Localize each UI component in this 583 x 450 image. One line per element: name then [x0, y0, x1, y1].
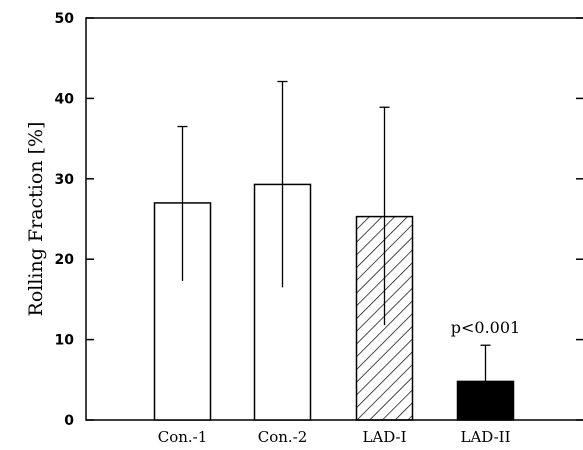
x-axis-labels: Con.-1 Con.-2 LAD-I LAD-II	[158, 428, 511, 446]
bar-LAD-II	[456, 380, 515, 421]
x-tick-label: Con.-2	[258, 428, 308, 446]
x-tick-label: LAD-II	[460, 428, 510, 446]
x-tick-label: LAD-I	[362, 428, 406, 446]
bars: p<0.001	[153, 80, 520, 421]
bar-Con.-2	[253, 183, 312, 421]
y-axis-title: Rolling Fraction [%]	[25, 122, 47, 317]
y-tick-label: 50	[55, 11, 75, 27]
y-axis: 0 10 20 30 40 50	[55, 11, 583, 429]
y-tick-label: 40	[55, 91, 75, 107]
y-tick-label: 0	[64, 413, 74, 429]
plot-frame	[85, 17, 583, 421]
y-tick-label: 20	[55, 252, 75, 268]
y-tick-label: 30	[55, 172, 75, 188]
y-tick-label: 10	[55, 333, 75, 349]
significance-annotation: p<0.001	[451, 318, 520, 337]
x-tick-label: Con.-1	[158, 428, 208, 446]
